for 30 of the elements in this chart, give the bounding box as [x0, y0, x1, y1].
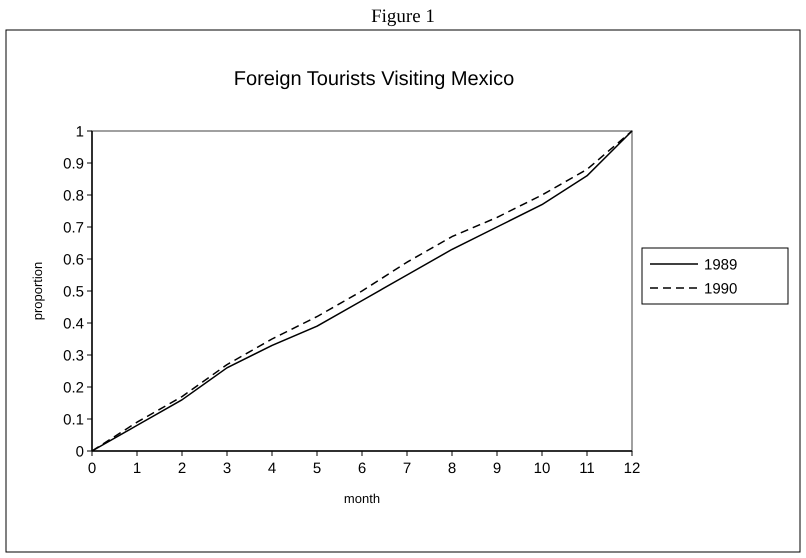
x-tick-label: 5	[312, 460, 322, 477]
x-tick-label: 1	[132, 460, 142, 477]
y-tick-label: 0.2	[63, 379, 84, 396]
x-tick-label: 12	[624, 460, 640, 477]
y-tick-label: 0.1	[63, 411, 84, 428]
x-axis-title: month	[344, 491, 380, 506]
y-tick-label: 0.7	[63, 219, 84, 236]
x-tick-label: 10	[534, 460, 550, 477]
y-tick-label: 0.9	[63, 155, 84, 172]
x-tick-label: 3	[222, 460, 232, 477]
x-tick-label: 11	[579, 460, 595, 477]
legend-label: 1990	[704, 280, 738, 298]
x-tick-label: 8	[448, 460, 456, 477]
x-tick-label: 9	[492, 460, 502, 477]
y-tick-label: 0.5	[63, 283, 84, 300]
x-tick-label: 6	[358, 460, 366, 477]
y-tick-label: 0.3	[63, 347, 84, 364]
y-tick-label: 1	[76, 123, 84, 140]
x-tick-label: 0	[88, 460, 96, 477]
x-tick-label: 7	[402, 460, 412, 477]
x-tick-label: 2	[178, 460, 186, 477]
y-tick-label: 0.8	[63, 187, 84, 204]
x-tick-label: 4	[268, 460, 276, 477]
y-tick-label: 0.4	[63, 315, 84, 332]
y-tick-label: 0	[76, 443, 84, 460]
y-axis-title: proportion	[30, 262, 45, 320]
legend-label: 1989	[704, 256, 738, 274]
chart-title: Foreign Tourists Visiting Mexico	[234, 68, 514, 90]
caption: Figure 1	[371, 6, 435, 27]
y-tick-label: 0.6	[63, 251, 84, 268]
